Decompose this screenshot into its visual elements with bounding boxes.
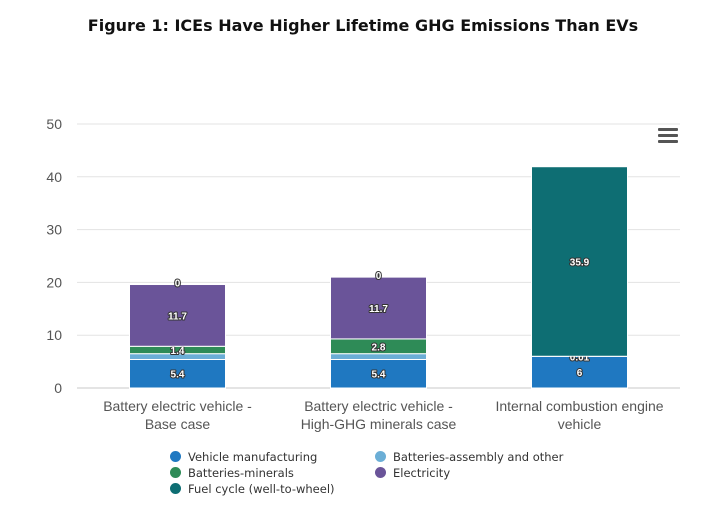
x-tick-label: vehicle [558, 416, 602, 432]
legend-label: Vehicle manufacturing [188, 450, 318, 464]
y-tick-label: 20 [46, 274, 62, 290]
x-tick-label: Battery electric vehicle - [304, 398, 453, 414]
legend-label: Batteries-assembly and other [393, 450, 564, 464]
legend-swatch [170, 483, 181, 494]
chart-title: Figure 1: ICEs Have Higher Lifetime GHG … [87, 16, 639, 35]
legend-swatch [170, 467, 181, 478]
y-tick-label: 0 [54, 380, 62, 396]
legend-label: Batteries-minerals [188, 466, 294, 480]
data-label: 5.4 [372, 370, 386, 381]
y-tick-label: 10 [46, 327, 62, 343]
bar-segment [330, 276, 427, 340]
x-tick-label: Battery electric vehicle - [103, 398, 252, 414]
data-label: 6 [577, 368, 583, 379]
legend-item[interactable]: Batteries-minerals [170, 466, 294, 480]
y-tick-label: 50 [46, 116, 62, 132]
bar-segment [129, 284, 226, 347]
data-label: 11.7 [369, 304, 388, 315]
legend-swatch [170, 451, 181, 462]
data-label: 35.9 [570, 257, 590, 268]
x-tick-label: Internal combustion engine [495, 398, 663, 414]
x-tick-label: Base case [145, 416, 211, 432]
y-tick-label: 40 [46, 169, 62, 185]
bar-segment [531, 355, 628, 389]
legend-item[interactable]: Batteries-assembly and other [375, 450, 563, 464]
bar-segment [531, 166, 628, 357]
chart-menu-icon[interactable] [658, 128, 678, 144]
legend-item[interactable]: Electricity [375, 466, 450, 480]
data-label: 2.8 [372, 342, 386, 353]
data-label: 11.7 [168, 311, 187, 322]
legend-label: Electricity [393, 466, 451, 480]
data-label: 0 [376, 271, 382, 282]
y-tick-label: 30 [46, 222, 62, 238]
data-label: 5.4 [171, 370, 185, 381]
data-label: 0 [175, 279, 181, 290]
legend-swatch [375, 467, 386, 478]
legend-item[interactable]: Vehicle manufacturing [170, 450, 317, 464]
legend-swatch [375, 451, 386, 462]
legend-label: Fuel cycle (well-to-wheel) [188, 482, 335, 496]
bar-segment [330, 353, 427, 360]
legend-item[interactable]: Fuel cycle (well-to-wheel) [170, 482, 335, 496]
x-tick-label: High-GHG minerals case [301, 416, 457, 432]
data-label: 1.4 [171, 346, 185, 357]
